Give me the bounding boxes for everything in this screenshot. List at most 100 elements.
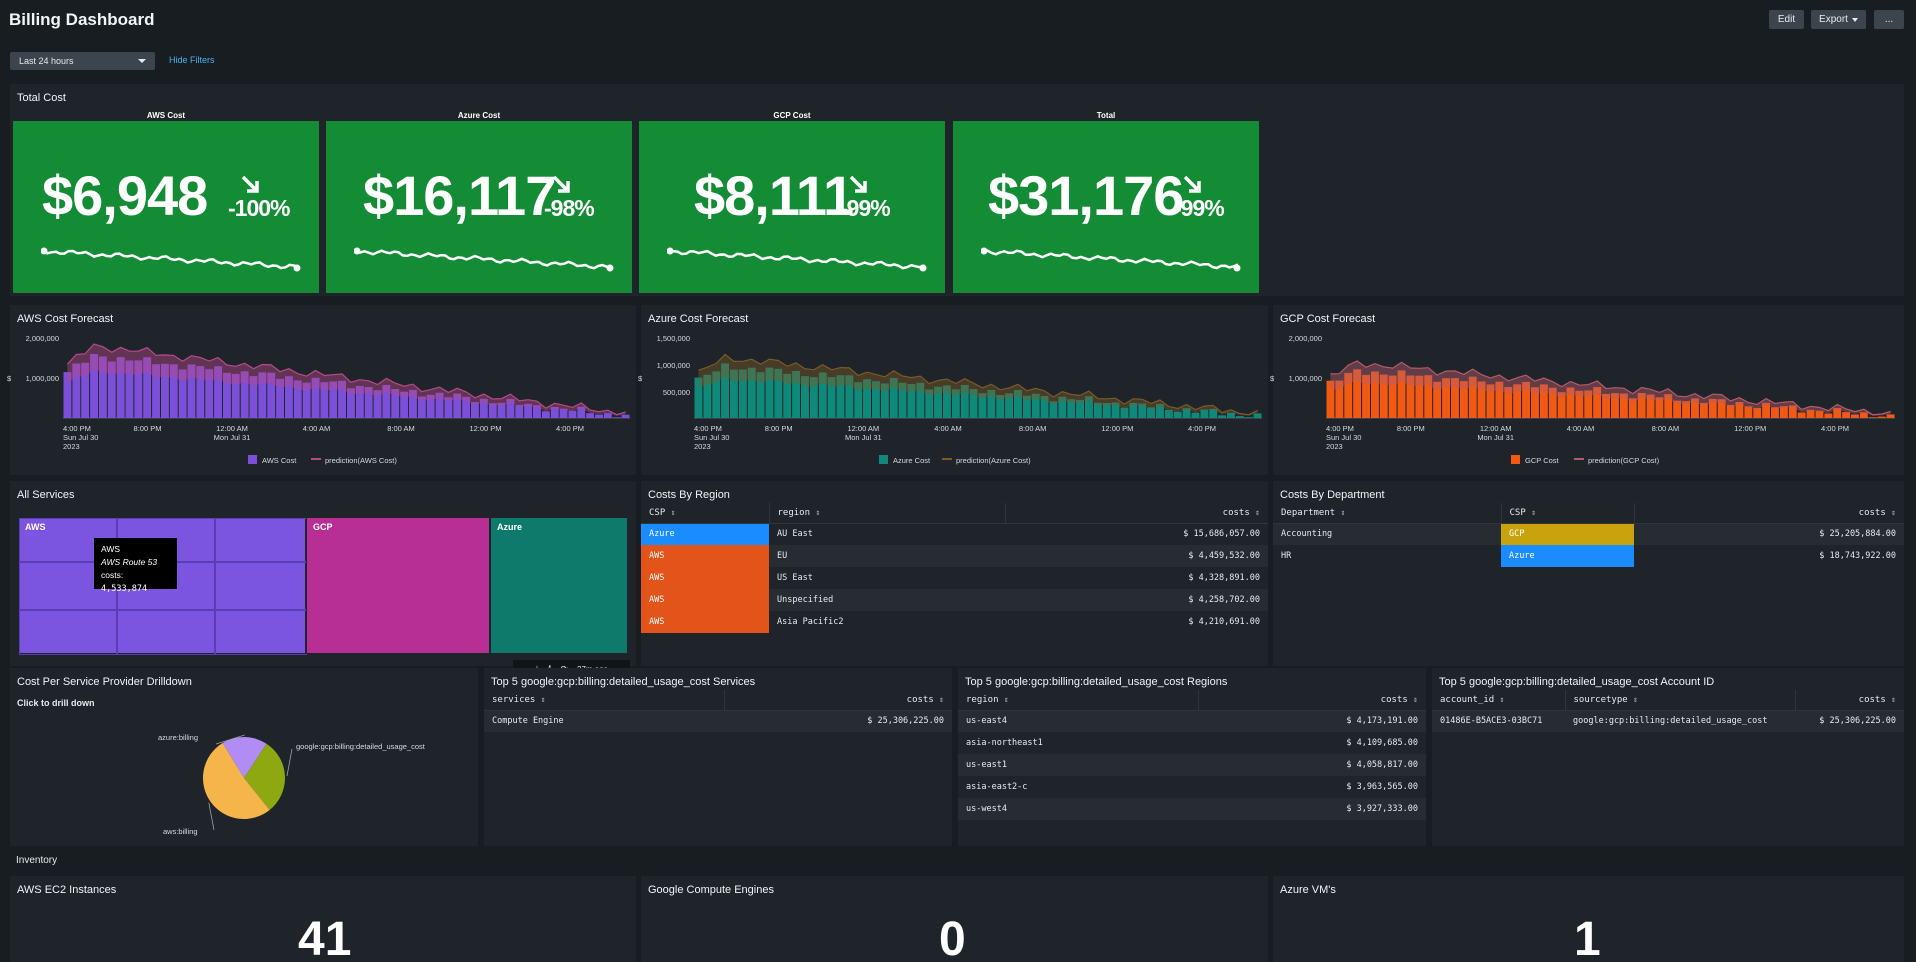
table-row[interactable]: Accounting GCP $ 25,205,884.00	[1273, 523, 1904, 545]
region-cell[interactable]: AU East	[777, 529, 813, 540]
region-cell[interactable]: asia-northeast1	[966, 738, 1043, 748]
treemap-cell[interactable]	[215, 610, 307, 655]
costs-cell[interactable]: $ 4,058,817.00	[1198, 754, 1426, 776]
costs-cell[interactable]: $ 4,173,191.00	[1198, 710, 1426, 732]
costs-cell[interactable]: $ 4,258,702.00	[1005, 589, 1268, 611]
sparkline-path	[668, 249, 925, 270]
treemap-cell[interactable]	[215, 518, 307, 562]
single-value-card[interactable]: $31,176 -99%	[953, 121, 1259, 293]
column-header-costs[interactable]: costs ⇕	[1198, 690, 1426, 711]
sort-icon: ⇕	[1255, 507, 1260, 517]
costs-by-department-table: Department ⇕ CSP ⇕ costs ⇕ Accounting GCP…	[1273, 503, 1904, 567]
csp-cell[interactable]: AWS	[641, 611, 769, 633]
table-row[interactable]: us-east4 $ 4,173,191.00	[958, 710, 1426, 732]
treemap-group-azure[interactable]: Azure	[490, 517, 628, 654]
sort-icon: ⇕	[1413, 694, 1418, 704]
table-row[interactable]: Azure AU East $ 15,686,057.00	[641, 523, 1268, 545]
column-header-services[interactable]: services ⇕	[484, 690, 725, 711]
single-value-label: Total	[1096, 111, 1116, 120]
table-row[interactable]: 01486E-B5ACE3-03BC71 google:gcp:billing:d…	[1432, 710, 1904, 732]
single-value-card[interactable]: $16,117 -98%	[326, 121, 632, 293]
column-header-costs[interactable]: costs ⇕	[1005, 503, 1268, 524]
hide-filters-link[interactable]: Hide Filters	[169, 55, 215, 65]
column-header-sourcetype[interactable]: sourcetype ⇕	[1565, 690, 1796, 711]
panel-title: Azure Cost Forecast	[648, 313, 749, 325]
column-header-account-id[interactable]: account_id ⇕	[1432, 690, 1566, 711]
csp-cell[interactable]: AWS	[641, 545, 769, 567]
treemap-label: GCP	[313, 522, 333, 532]
sourcetype-cell[interactable]: google:gcp:billing:detailed_usage_cost	[1565, 710, 1795, 732]
single-value-card[interactable]: $6,948 -100%	[13, 121, 319, 293]
single-value-number: $16,117	[363, 164, 556, 227]
table-row[interactable]: asia-east2-c $ 3,963,565.00	[958, 776, 1426, 798]
edit-button[interactable]: Edit	[1769, 10, 1804, 29]
time-range-picker[interactable]: Last 24 hours	[10, 52, 155, 70]
time-range-value: Last 24 hours	[19, 56, 74, 66]
column-header-costs[interactable]: costs ⇕	[724, 690, 952, 711]
costs-cell[interactable]: $ 15,686,057.00	[1183, 529, 1260, 540]
csp-cell[interactable]: AWS	[641, 589, 769, 611]
column-header-csp[interactable]: CSP ⇕	[1501, 503, 1635, 524]
costs-cell[interactable]: $ 18,743,922.00	[1819, 551, 1896, 561]
single-value-card[interactable]: $8,111 -99%	[639, 121, 945, 293]
more-actions-button[interactable]: ...	[1874, 10, 1904, 29]
costs-cell[interactable]: $ 4,109,685.00	[1346, 738, 1418, 748]
account-id-cell[interactable]: 01486E-B5ACE3-03BC71	[1432, 710, 1565, 732]
costs-cell[interactable]: $ 25,306,225.00	[1795, 710, 1904, 732]
column-header-region[interactable]: region ⇕	[958, 690, 1199, 711]
treemap-cell[interactable]	[215, 562, 307, 610]
region-cell[interactable]: US East	[777, 573, 813, 583]
costs-cell[interactable]: $ 4,210,691.00	[1188, 617, 1260, 627]
table-row[interactable]: us-west4 $ 3,927,333.00	[958, 798, 1426, 820]
costs-cell[interactable]: $ 3,963,565.00	[1346, 782, 1418, 792]
chevron-down-icon	[1851, 17, 1858, 22]
pie-slice[interactable]	[202, 743, 270, 820]
costs-cell[interactable]: $ 3,927,333.00	[1198, 798, 1426, 820]
table-row[interactable]: AWS Asia Pacific2 $ 4,210,691.00	[641, 611, 1268, 633]
costs-cell[interactable]: $ 25,306,225.00	[724, 710, 952, 732]
column-header-costs[interactable]: costs ⇕	[1795, 690, 1904, 711]
costs-cell[interactable]: $ 4,328,891.00	[1188, 573, 1260, 583]
table-row[interactable]: us-east1 $ 4,058,817.00	[958, 754, 1426, 776]
department-cell[interactable]: HR	[1281, 551, 1292, 561]
export-button[interactable]: Export	[1811, 10, 1866, 29]
column-header-csp[interactable]: CSP ⇕	[641, 503, 770, 524]
services-cell[interactable]: Compute Engine	[484, 710, 724, 732]
csp-cell[interactable]: Azure	[1501, 545, 1634, 567]
table-row[interactable]: HR Azure $ 18,743,922.00	[1273, 545, 1904, 567]
column-label: region	[777, 507, 811, 518]
column-header-costs[interactable]: costs ⇕	[1634, 503, 1904, 524]
treemap-label: AWS	[25, 522, 46, 532]
column-header-region[interactable]: region ⇕	[769, 503, 1006, 524]
table-row[interactable]: AWS Unspecified $ 4,258,702.00	[641, 589, 1268, 611]
treemap-cell[interactable]	[117, 610, 215, 655]
region-cell[interactable]: us-east4	[958, 710, 1198, 732]
csp-cell[interactable]: AWS	[641, 567, 769, 589]
column-header-department[interactable]: Department ⇕	[1273, 503, 1502, 524]
table-row[interactable]: AWS EU $ 4,459,532.00	[641, 545, 1268, 567]
table-row[interactable]: asia-northeast1 $ 4,109,685.00	[958, 732, 1426, 754]
csp-cell[interactable]: GCP	[1501, 523, 1634, 545]
column-label: account_id	[1440, 694, 1495, 705]
treemap-group-gcp[interactable]: GCP	[306, 517, 490, 654]
region-cell[interactable]: us-east1	[958, 754, 1198, 776]
gce-count: 0	[939, 913, 966, 962]
table-row[interactable]: Compute Engine $ 25,306,225.00	[484, 710, 952, 732]
region-cell[interactable]: Unspecified	[769, 589, 1005, 611]
region-cell[interactable]: us-west4	[958, 798, 1198, 820]
costs-cell[interactable]: $ 4,459,532.00	[1005, 545, 1268, 567]
sparkline-end-dot	[293, 264, 301, 272]
table-row[interactable]: AWS US East $ 4,328,891.00	[641, 567, 1268, 589]
treemap-cell[interactable]	[19, 610, 117, 655]
sparkline-start-dot	[354, 247, 361, 255]
csp-cell[interactable]: Azure	[641, 523, 769, 545]
pie-leader-line	[286, 748, 293, 777]
department-cell[interactable]: Accounting	[1273, 523, 1501, 545]
region-cell[interactable]: EU	[769, 545, 1005, 567]
region-cell[interactable]: asia-east2-c	[966, 782, 1028, 792]
region-cell[interactable]: Asia Pacific2	[777, 617, 844, 627]
pie-slice[interactable]	[244, 743, 285, 810]
pie-slice[interactable]	[222, 737, 267, 778]
costs-cell[interactable]: $ 25,205,884.00	[1634, 523, 1904, 545]
